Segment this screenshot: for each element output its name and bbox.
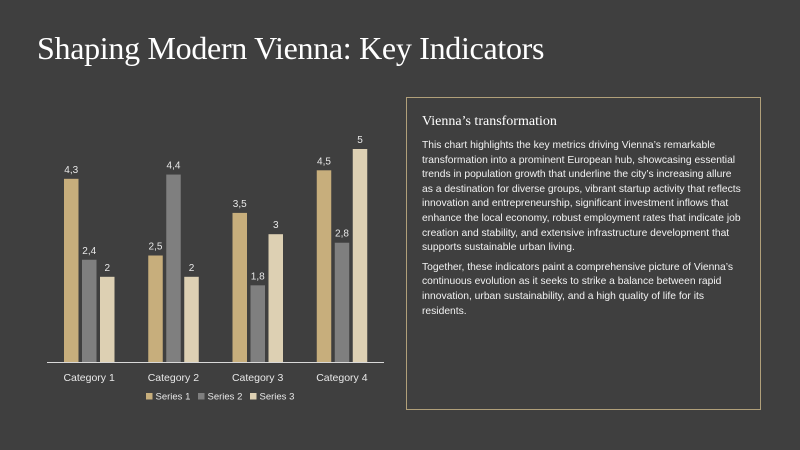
legend-label-3: Series 3: [260, 392, 295, 403]
x-tick-label-3: Category 3: [232, 372, 284, 384]
data-label-3-2: 2: [189, 263, 195, 274]
data-label-1-1: 4,3: [64, 165, 78, 176]
data-label-1-3: 3,5: [233, 199, 247, 210]
legend-swatch-1: [146, 393, 153, 400]
bar-1-2: [148, 255, 163, 362]
bar-2-2: [166, 174, 181, 362]
data-label-2-2: 4,4: [167, 161, 181, 172]
bar-3-4: [352, 149, 368, 362]
bar-3-2: [184, 276, 199, 362]
panel-heading: Vienna’s transformation: [422, 114, 557, 129]
x-tick-label-2: Category 2: [148, 372, 200, 384]
bar-3-3: [268, 234, 283, 362]
x-tick-label-1: Category 1: [63, 372, 115, 384]
description-panel: Vienna’s transformation This chart highl…: [406, 97, 761, 410]
data-label-1-2: 2,5: [149, 242, 163, 253]
x-tick-label-4: Category 4: [316, 372, 368, 384]
legend-swatch-2: [198, 393, 205, 400]
slide-title: Shaping Modern Vienna: Key Indicators: [37, 30, 545, 66]
data-label-3-1: 2: [104, 263, 110, 274]
bar-1-3: [232, 212, 247, 362]
data-label-2-1: 2,4: [82, 246, 96, 257]
bar-1-4: [316, 170, 332, 362]
panel-paragraph-2: Together, these indicators paint a compr…: [422, 261, 734, 317]
legend-label-1: Series 1: [156, 392, 191, 403]
data-label-1-4: 4,5: [317, 156, 331, 167]
bar-2-3: [250, 285, 265, 362]
legend-swatch-3: [250, 393, 257, 400]
data-label-2-3: 1,8: [251, 271, 265, 282]
panel-paragraph-1: This chart highlights the key metrics dr…: [422, 140, 741, 254]
data-label-2-4: 2,8: [335, 229, 349, 240]
bar-3-1: [100, 276, 115, 362]
bar-2-1: [82, 259, 97, 362]
data-label-3-3: 3: [273, 220, 279, 231]
legend-label-2: Series 2: [208, 392, 243, 403]
bar-1-1: [64, 178, 79, 362]
data-label-3-4: 5: [357, 135, 363, 146]
bar-2-4: [334, 242, 350, 362]
